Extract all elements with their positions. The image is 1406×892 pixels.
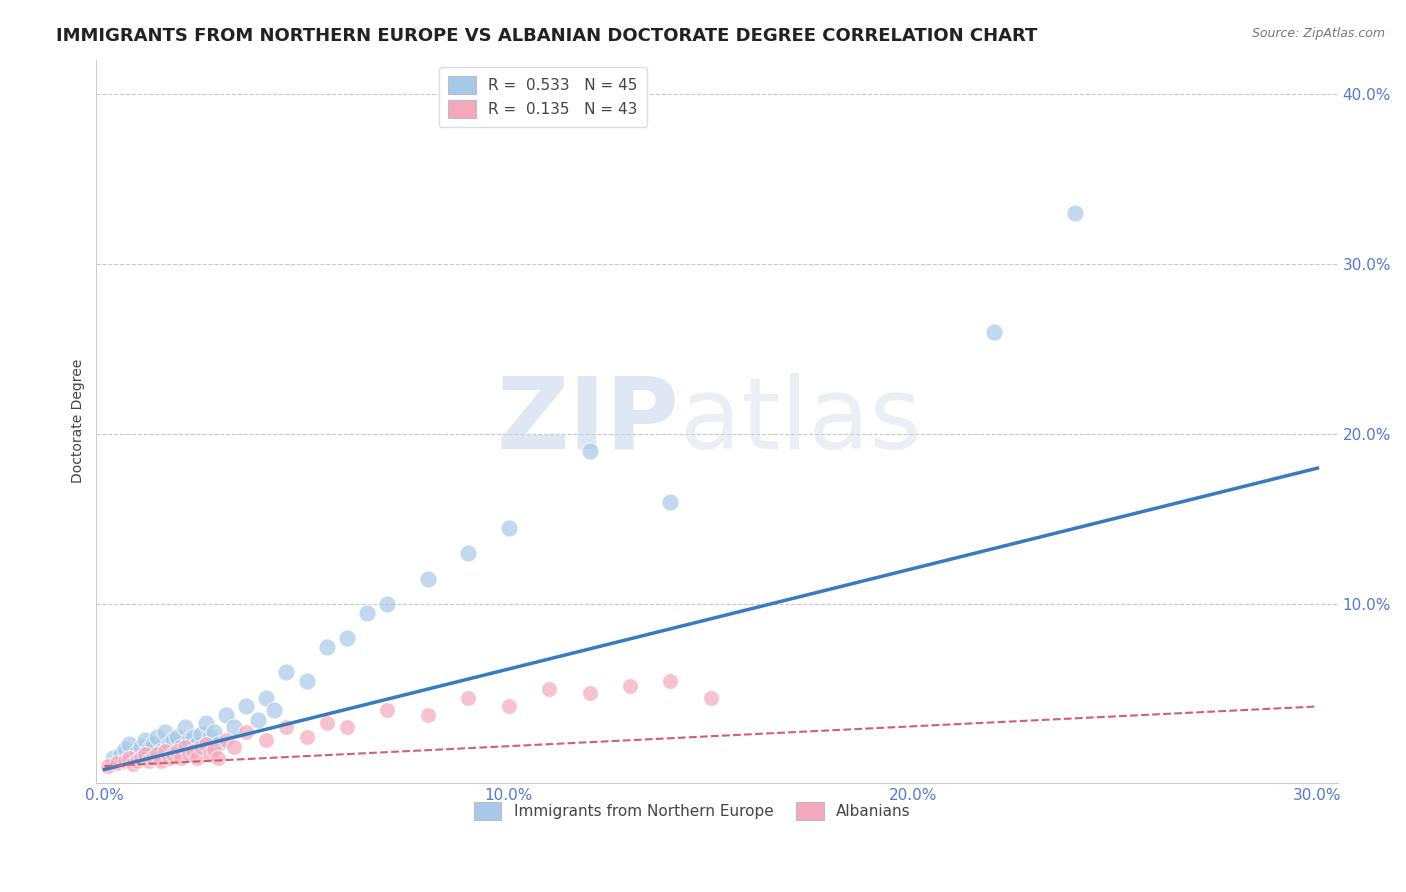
Point: [114, 742, 136, 756]
Point: [150, 754, 173, 768]
Point: [166, 730, 188, 744]
Point: [142, 737, 165, 751]
Point: [198, 730, 221, 744]
Point: [121, 757, 143, 772]
Y-axis label: Doctorate Degree: Doctorate Degree: [72, 359, 86, 483]
Point: [129, 740, 152, 755]
Point: [186, 750, 208, 764]
Point: [295, 673, 318, 688]
Point: [162, 733, 184, 747]
Point: [146, 747, 169, 761]
Point: [356, 606, 378, 620]
Point: [207, 750, 229, 764]
Point: [190, 740, 212, 755]
Point: [202, 742, 225, 756]
Point: [215, 708, 238, 723]
Point: [118, 737, 141, 751]
Point: [186, 737, 208, 751]
Point: [377, 703, 399, 717]
Point: [198, 747, 221, 761]
Point: [700, 690, 723, 705]
Point: [416, 708, 439, 723]
Point: [121, 750, 143, 764]
Point: [498, 521, 520, 535]
Point: [498, 699, 520, 714]
Point: [134, 733, 156, 747]
Point: [97, 759, 120, 773]
Point: [166, 744, 188, 758]
Point: [138, 742, 160, 756]
Point: [179, 747, 201, 761]
Point: [247, 713, 270, 727]
Point: [125, 754, 148, 768]
Point: [157, 750, 180, 764]
Point: [190, 727, 212, 741]
Point: [416, 572, 439, 586]
Point: [207, 737, 229, 751]
Point: [162, 747, 184, 761]
Point: [170, 740, 193, 755]
Point: [578, 444, 600, 458]
Point: [146, 730, 169, 744]
Point: [194, 737, 217, 751]
Text: atlas: atlas: [679, 373, 921, 470]
Point: [295, 730, 318, 744]
Point: [222, 720, 245, 734]
Point: [659, 495, 682, 509]
Point: [254, 733, 277, 747]
Point: [174, 740, 197, 755]
Point: [457, 690, 479, 705]
Point: [153, 725, 176, 739]
Text: ZIP: ZIP: [496, 373, 679, 470]
Legend: Immigrants from Northern Europe, Albanians: Immigrants from Northern Europe, Albania…: [468, 797, 917, 826]
Text: Source: ZipAtlas.com: Source: ZipAtlas.com: [1251, 27, 1385, 40]
Point: [336, 720, 359, 734]
Point: [129, 750, 152, 764]
Point: [101, 750, 124, 764]
Point: [142, 750, 165, 764]
Point: [263, 703, 285, 717]
Point: [276, 665, 298, 680]
Point: [153, 744, 176, 758]
Point: [235, 725, 257, 739]
Point: [170, 750, 193, 764]
Point: [315, 716, 337, 731]
Point: [276, 720, 298, 734]
Text: IMMIGRANTS FROM NORTHERN EUROPE VS ALBANIAN DOCTORATE DEGREE CORRELATION CHART: IMMIGRANTS FROM NORTHERN EUROPE VS ALBAN…: [56, 27, 1038, 45]
Point: [377, 597, 399, 611]
Point: [254, 690, 277, 705]
Point: [315, 640, 337, 654]
Point: [215, 733, 238, 747]
Point: [110, 747, 132, 761]
Point: [150, 744, 173, 758]
Point: [659, 673, 682, 688]
Point: [619, 679, 641, 693]
Point: [105, 756, 128, 770]
Point: [202, 725, 225, 739]
Point: [983, 325, 1005, 339]
Point: [235, 699, 257, 714]
Point: [183, 744, 205, 758]
Point: [578, 686, 600, 700]
Point: [194, 716, 217, 731]
Point: [183, 730, 205, 744]
Point: [1063, 206, 1085, 220]
Point: [138, 754, 160, 768]
Point: [174, 720, 197, 734]
Point: [179, 733, 201, 747]
Point: [157, 737, 180, 751]
Point: [134, 747, 156, 761]
Point: [222, 740, 245, 755]
Point: [114, 754, 136, 768]
Point: [125, 745, 148, 759]
Point: [538, 682, 561, 697]
Point: [118, 750, 141, 764]
Point: [336, 632, 359, 646]
Point: [457, 546, 479, 560]
